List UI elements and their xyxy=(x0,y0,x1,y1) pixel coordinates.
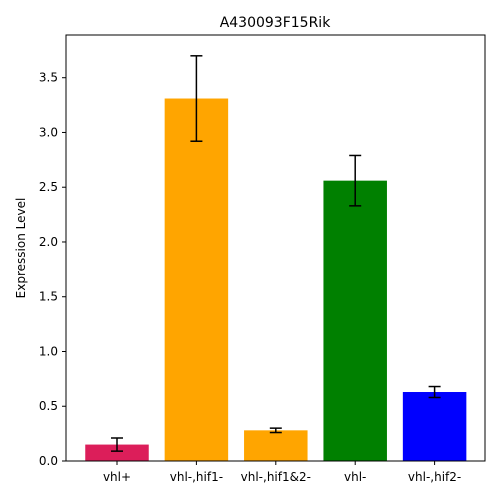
bar-1 xyxy=(164,98,229,461)
error-bars-group xyxy=(111,55,441,452)
error-bar-4 xyxy=(428,385,441,399)
error-bar-3 xyxy=(349,154,362,207)
x-tick-label-1: vhl-,hif1- xyxy=(170,470,223,484)
y-tick-label-0: 0.0 xyxy=(39,454,58,468)
y-tick-label-3: 1.5 xyxy=(39,290,58,304)
y-tick-label-2: 1.0 xyxy=(39,344,58,358)
bar-4 xyxy=(402,392,467,461)
y-axis-label: Expression Level xyxy=(14,198,28,299)
bars-group xyxy=(85,98,467,461)
chart-title: A430093F15Rik xyxy=(220,15,332,31)
bar-3 xyxy=(323,180,387,461)
x-tick-label-2: vhl-,hif1&2- xyxy=(241,470,311,484)
error-bar-1 xyxy=(190,55,203,142)
x-tick-label-0: vhl+ xyxy=(103,470,131,484)
x-tick-label-4: vhl-,hif2- xyxy=(408,470,461,484)
y-tick-label-7: 3.5 xyxy=(39,71,58,85)
y-tick-label-6: 3.0 xyxy=(39,125,58,139)
y-tick-label-1: 0.5 xyxy=(39,399,58,413)
y-axis-ticks: 0.0 0.5 1.0 1.5 2.0 2.5 3.0 3.5 xyxy=(39,71,66,468)
x-tick-label-3: vhl- xyxy=(344,470,366,484)
error-bar-2 xyxy=(269,427,282,434)
y-tick-label-4: 2.0 xyxy=(39,235,58,249)
bar-2 xyxy=(244,430,308,461)
bar-0 xyxy=(85,444,149,461)
error-bar-0 xyxy=(111,437,123,452)
y-tick-label-5: 2.5 xyxy=(39,180,58,194)
x-axis-ticks: vhl+ vhl-,hif1- vhl-,hif1&2- vhl-vhl-,hif2- xyxy=(103,461,461,484)
